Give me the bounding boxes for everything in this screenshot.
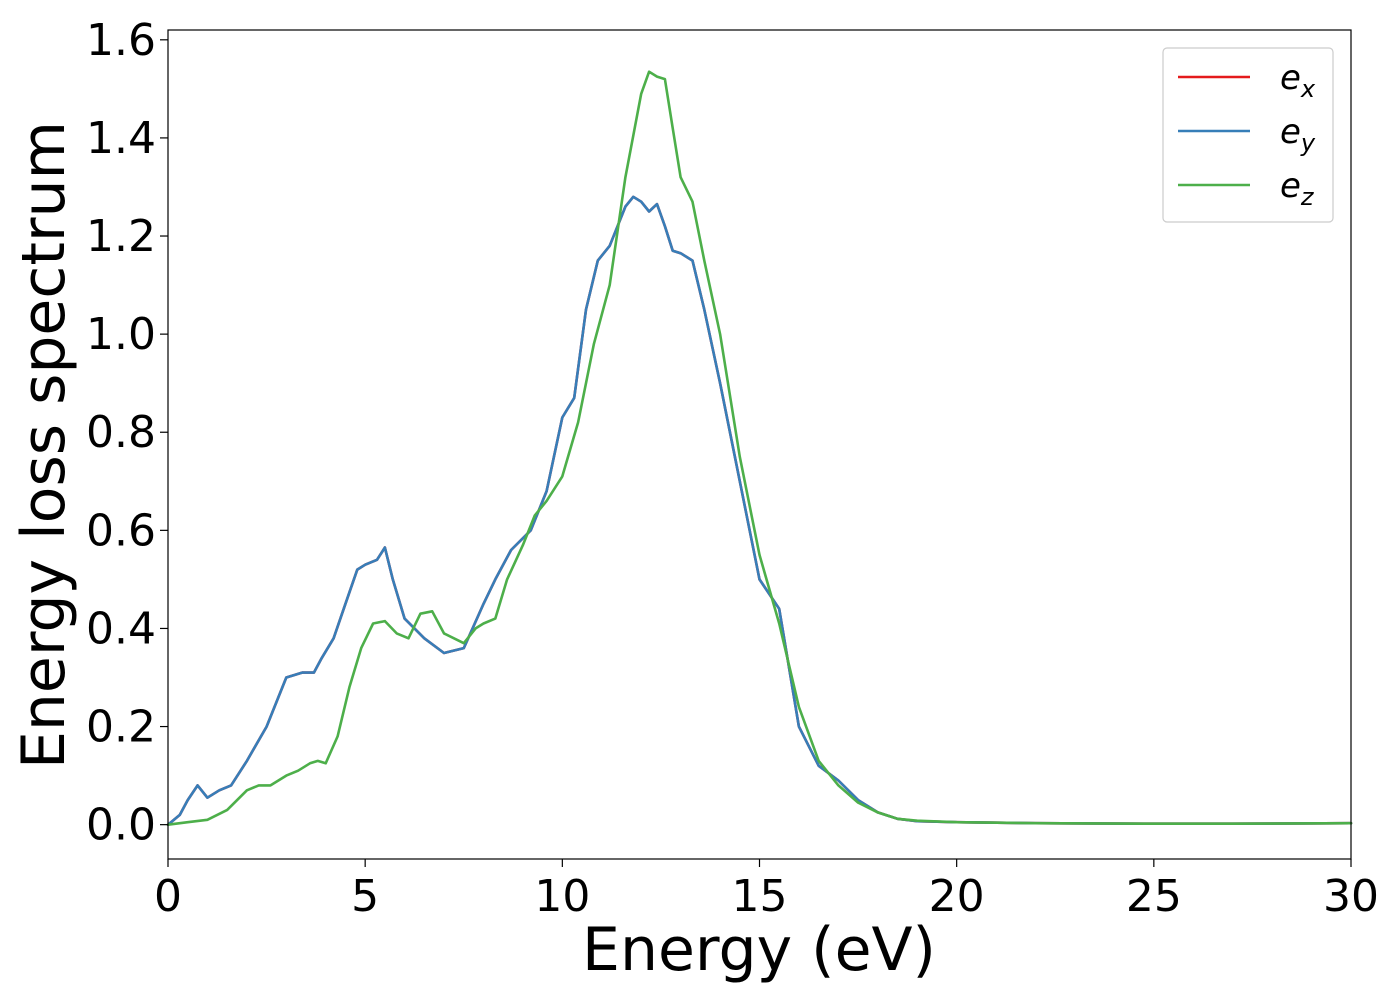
y-tick-label: 1.4 <box>86 113 156 164</box>
x-tick-label: 25 <box>1126 871 1182 922</box>
y-tick-label: 1.0 <box>86 309 156 360</box>
x-axis-ticks: 0 5 10 15 20 25 30 <box>154 859 1379 922</box>
y-tick-label: 0.0 <box>86 800 156 851</box>
y-tick-label: 0.2 <box>86 702 156 753</box>
y-tick-label: 0.4 <box>86 603 156 654</box>
y-tick-label: 0.8 <box>86 407 156 458</box>
x-tick-label: 15 <box>732 871 788 922</box>
series-layer <box>166 70 1353 827</box>
x-tick-label: 10 <box>534 871 590 922</box>
series-line-z <box>166 70 1353 827</box>
x-axis-label: Energy (eV) <box>582 915 936 985</box>
x-tick-label: 20 <box>929 871 985 922</box>
y-axis-label: Energy loss spectrum <box>9 121 79 769</box>
x-tick-label: 0 <box>154 871 182 922</box>
y-tick-label: 1.6 <box>86 15 156 66</box>
x-tick-label: 5 <box>351 871 379 922</box>
y-tick-label: 0.6 <box>86 505 156 556</box>
y-axis-ticks: 0.0 0.2 0.4 0.6 0.8 1.0 1.2 1.4 1.6 <box>86 15 168 851</box>
legend-frame <box>1162 47 1334 223</box>
series-line-y <box>166 195 1353 827</box>
x-tick-label: 30 <box>1323 871 1379 922</box>
y-tick-label: 1.2 <box>86 211 156 262</box>
plot-area <box>168 30 1351 859</box>
